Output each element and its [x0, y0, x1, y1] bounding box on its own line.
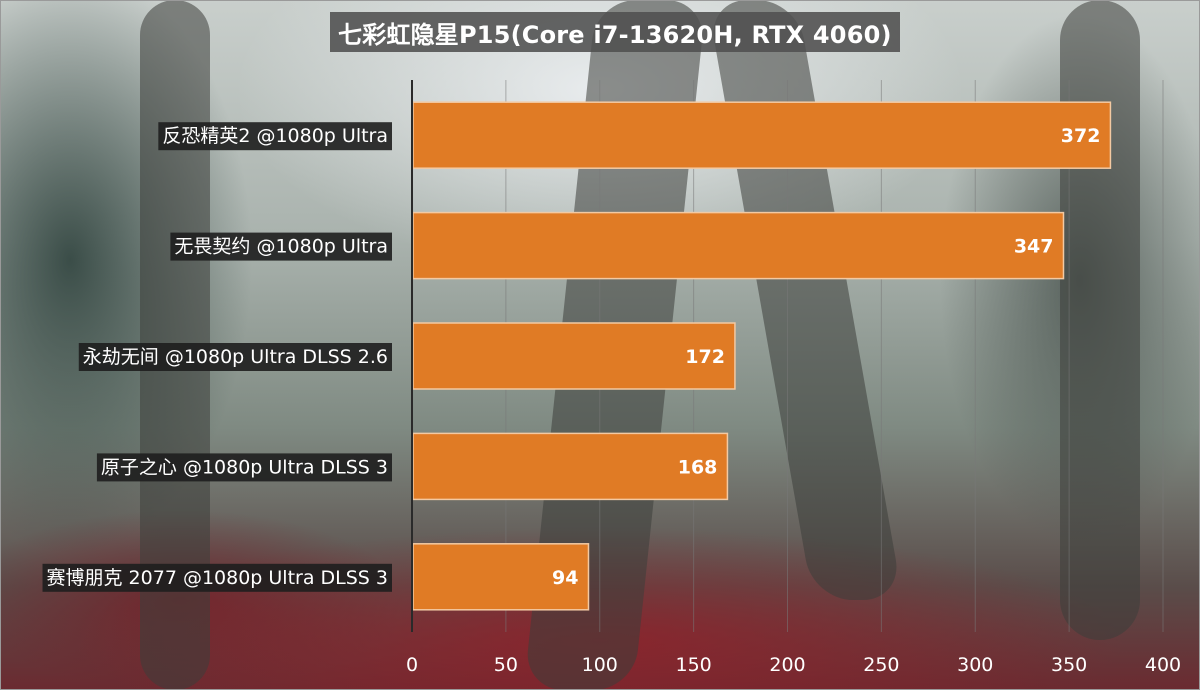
- x-tick-label: 150: [675, 654, 711, 676]
- x-tick-label: 300: [957, 654, 993, 676]
- value-label: 168: [678, 456, 718, 478]
- value-label: 172: [685, 346, 725, 368]
- bars: [412, 101, 1112, 611]
- value-label: 372: [1061, 125, 1101, 147]
- bar: [412, 211, 1065, 280]
- category-label-background: [42, 563, 392, 592]
- category-label-background: [78, 343, 392, 371]
- chart-title: 七彩虹隐星P15(Core i7-13620H, RTX 4060): [338, 20, 892, 49]
- category-labels: 反恐精英2 @1080p Ultra 无畏契约 @1080p Ultra 永劫无间 …: [42, 122, 392, 592]
- category-label: 永劫无间 @1080p Ultra DLSS 2.6: [83, 346, 388, 368]
- category-label: 赛博朋克 2077 @1080p Ultra DLSS 3: [47, 567, 388, 589]
- x-axis-ticks: 0 50 100 150 200 250 300 350 400: [406, 654, 1181, 676]
- x-tick-label: 400: [1145, 654, 1181, 676]
- x-tick-label: 200: [769, 654, 805, 676]
- x-tick-label: 250: [863, 654, 899, 676]
- category-label-background: [96, 453, 392, 482]
- category-label: 无畏契约 @1080p Ultra: [174, 236, 388, 258]
- value-labels: 372 347 172 168 94: [552, 125, 1100, 589]
- category-label-background: [158, 122, 392, 151]
- gridlines: [505, 80, 1164, 632]
- x-tick-label: 100: [582, 654, 618, 676]
- category-label-background: [170, 232, 392, 261]
- x-tick-label: 350: [1051, 654, 1087, 676]
- value-label: 94: [552, 567, 578, 589]
- category-label: 反恐精英2 @1080p Ultra: [162, 125, 388, 147]
- x-tick-label: 50: [494, 654, 518, 676]
- bar: [412, 101, 1112, 169]
- chart-title-box: 七彩虹隐星P15(Core i7-13620H, RTX 4060): [330, 12, 900, 52]
- x-tick-label: 0: [406, 654, 418, 676]
- category-label: 原子之心 @1080p Ultra DLSS 3: [101, 456, 388, 478]
- value-label: 347: [1014, 236, 1054, 258]
